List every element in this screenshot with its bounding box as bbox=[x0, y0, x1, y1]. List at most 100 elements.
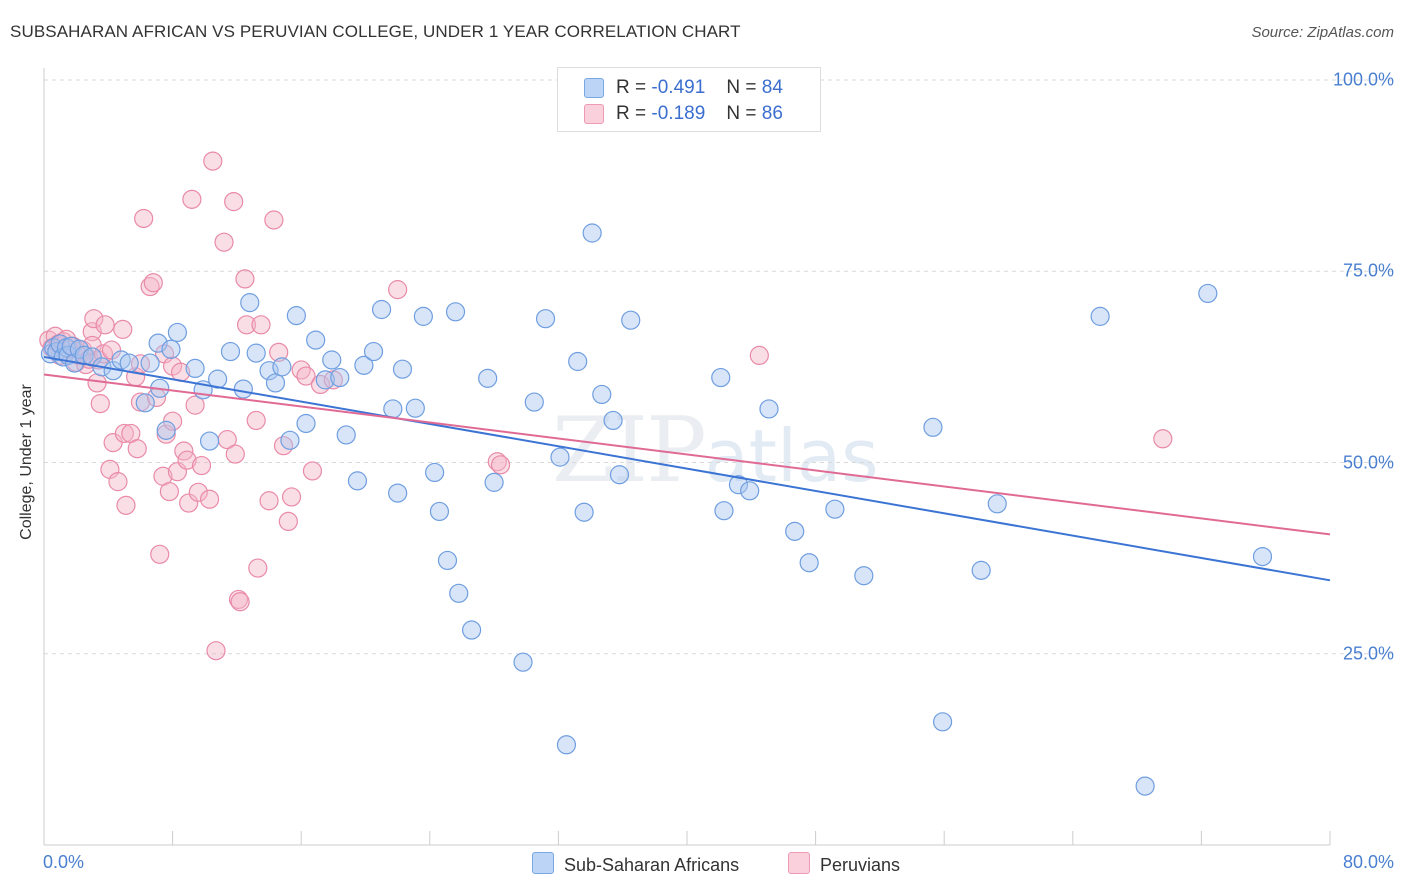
y-tick-label: 25.0% bbox=[1342, 643, 1394, 664]
pink-swatch bbox=[584, 104, 604, 124]
data-point-pink bbox=[251, 315, 271, 335]
data-point-blue bbox=[371, 299, 392, 320]
data-point-blue bbox=[1252, 546, 1273, 567]
data-point-pink bbox=[182, 189, 202, 209]
data-point-pink bbox=[281, 487, 302, 507]
data-point-blue bbox=[330, 367, 350, 388]
data-point-blue bbox=[759, 399, 779, 419]
data-point-blue bbox=[825, 499, 845, 519]
data-point-blue bbox=[199, 431, 220, 451]
data-point-blue bbox=[383, 399, 403, 419]
stats-legend-box: R = -0.491 N = 84 R = -0.189 N = 86 bbox=[557, 67, 821, 132]
data-point-pink bbox=[87, 373, 107, 393]
data-point-blue bbox=[550, 447, 570, 467]
data-point-blue bbox=[429, 501, 450, 522]
data-point-blue bbox=[932, 712, 953, 732]
blue-n-value: 84 bbox=[761, 77, 783, 98]
legend-blue-label: Sub-Saharan Africans bbox=[564, 855, 740, 875]
data-point-pink bbox=[95, 315, 115, 335]
data-point-blue bbox=[413, 306, 433, 326]
data-point-blue bbox=[322, 350, 342, 370]
data-point-pink bbox=[113, 319, 133, 339]
data-point-blue bbox=[363, 341, 384, 362]
data-point-blue bbox=[233, 379, 253, 399]
data-point-blue bbox=[240, 293, 260, 313]
data-point-pink bbox=[114, 423, 134, 444]
data-point-blue bbox=[156, 420, 176, 440]
series-sub-saharan-africans bbox=[40, 223, 1273, 796]
data-point-blue bbox=[714, 501, 734, 521]
data-point-pink bbox=[191, 455, 212, 476]
data-point-pink bbox=[206, 641, 226, 661]
data-point-blue bbox=[609, 465, 630, 485]
data-point-blue bbox=[799, 553, 819, 573]
data-point-pink bbox=[749, 345, 769, 365]
data-point-pink bbox=[143, 273, 163, 293]
chart-title: SUBSAHARAN AFRICAN VS PERUVIAN COLLEGE, … bbox=[10, 22, 741, 41]
data-point-pink bbox=[487, 452, 507, 472]
data-point-blue bbox=[621, 310, 641, 330]
legend-item-pink: Peruvians bbox=[788, 852, 900, 876]
data-point-blue bbox=[280, 430, 300, 450]
data-point-blue bbox=[220, 341, 241, 362]
data-point-pink bbox=[134, 208, 154, 229]
data-point-blue bbox=[167, 322, 188, 343]
data-point-blue bbox=[1135, 776, 1155, 796]
data-point-blue bbox=[119, 353, 139, 373]
data-point-pink bbox=[225, 444, 245, 464]
data-point-blue bbox=[392, 359, 413, 379]
data-point-blue bbox=[574, 502, 594, 522]
data-point-pink bbox=[127, 439, 147, 459]
chart-source: Source: ZipAtlas.com bbox=[1251, 24, 1394, 41]
data-point-blue bbox=[524, 392, 544, 412]
data-point-blue bbox=[296, 413, 316, 434]
legend-pink-swatch bbox=[788, 852, 810, 874]
data-point-blue bbox=[265, 373, 286, 393]
pink-r-label: R = bbox=[616, 103, 647, 124]
data-point-pink bbox=[185, 395, 205, 415]
data-point-blue bbox=[728, 475, 749, 495]
data-point-blue bbox=[785, 521, 805, 541]
trend-lines bbox=[43, 355, 1331, 582]
data-point-blue bbox=[135, 393, 155, 413]
data-point-blue bbox=[603, 410, 623, 431]
data-point-blue bbox=[140, 353, 160, 373]
y-tick-label: 100.0% bbox=[1332, 69, 1394, 90]
data-point-blue bbox=[1090, 306, 1110, 326]
data-point-pink bbox=[188, 482, 208, 502]
gridlines bbox=[44, 79, 1393, 655]
data-point-blue bbox=[208, 369, 228, 389]
data-point-pink bbox=[236, 315, 257, 335]
data-point-blue bbox=[535, 309, 556, 329]
data-point-blue bbox=[437, 550, 458, 571]
pink-n-value: 86 bbox=[761, 103, 783, 124]
data-point-pink bbox=[199, 489, 220, 509]
data-point-blue bbox=[388, 483, 408, 503]
data-point-pink bbox=[269, 342, 289, 362]
legend-pink-label: Peruvians bbox=[820, 855, 901, 875]
pink-n-label: N = bbox=[726, 103, 757, 124]
data-point-blue bbox=[306, 330, 326, 350]
data-point-pink bbox=[235, 269, 255, 289]
data-point-pink bbox=[388, 280, 408, 300]
data-point-blue bbox=[484, 472, 504, 492]
data-point-pink bbox=[84, 309, 104, 329]
axes bbox=[43, 68, 1331, 846]
data-point-pink bbox=[264, 210, 284, 230]
data-point-blue bbox=[582, 223, 602, 243]
blue-n-label: N = bbox=[726, 77, 757, 98]
data-point-pink bbox=[248, 558, 268, 578]
data-point-pink bbox=[296, 366, 316, 386]
data-point-blue bbox=[405, 398, 425, 418]
data-point-pink bbox=[179, 493, 199, 513]
data-point-pink bbox=[259, 491, 279, 511]
blue-r-label: R = bbox=[616, 77, 647, 98]
series-peruvians bbox=[39, 151, 1173, 661]
data-point-blue bbox=[987, 494, 1007, 514]
y-tick-label: 75.0% bbox=[1342, 260, 1394, 281]
data-point-blue bbox=[425, 462, 445, 483]
data-point-blue bbox=[445, 302, 466, 322]
data-point-blue bbox=[272, 357, 292, 377]
data-point-blue bbox=[854, 566, 874, 586]
